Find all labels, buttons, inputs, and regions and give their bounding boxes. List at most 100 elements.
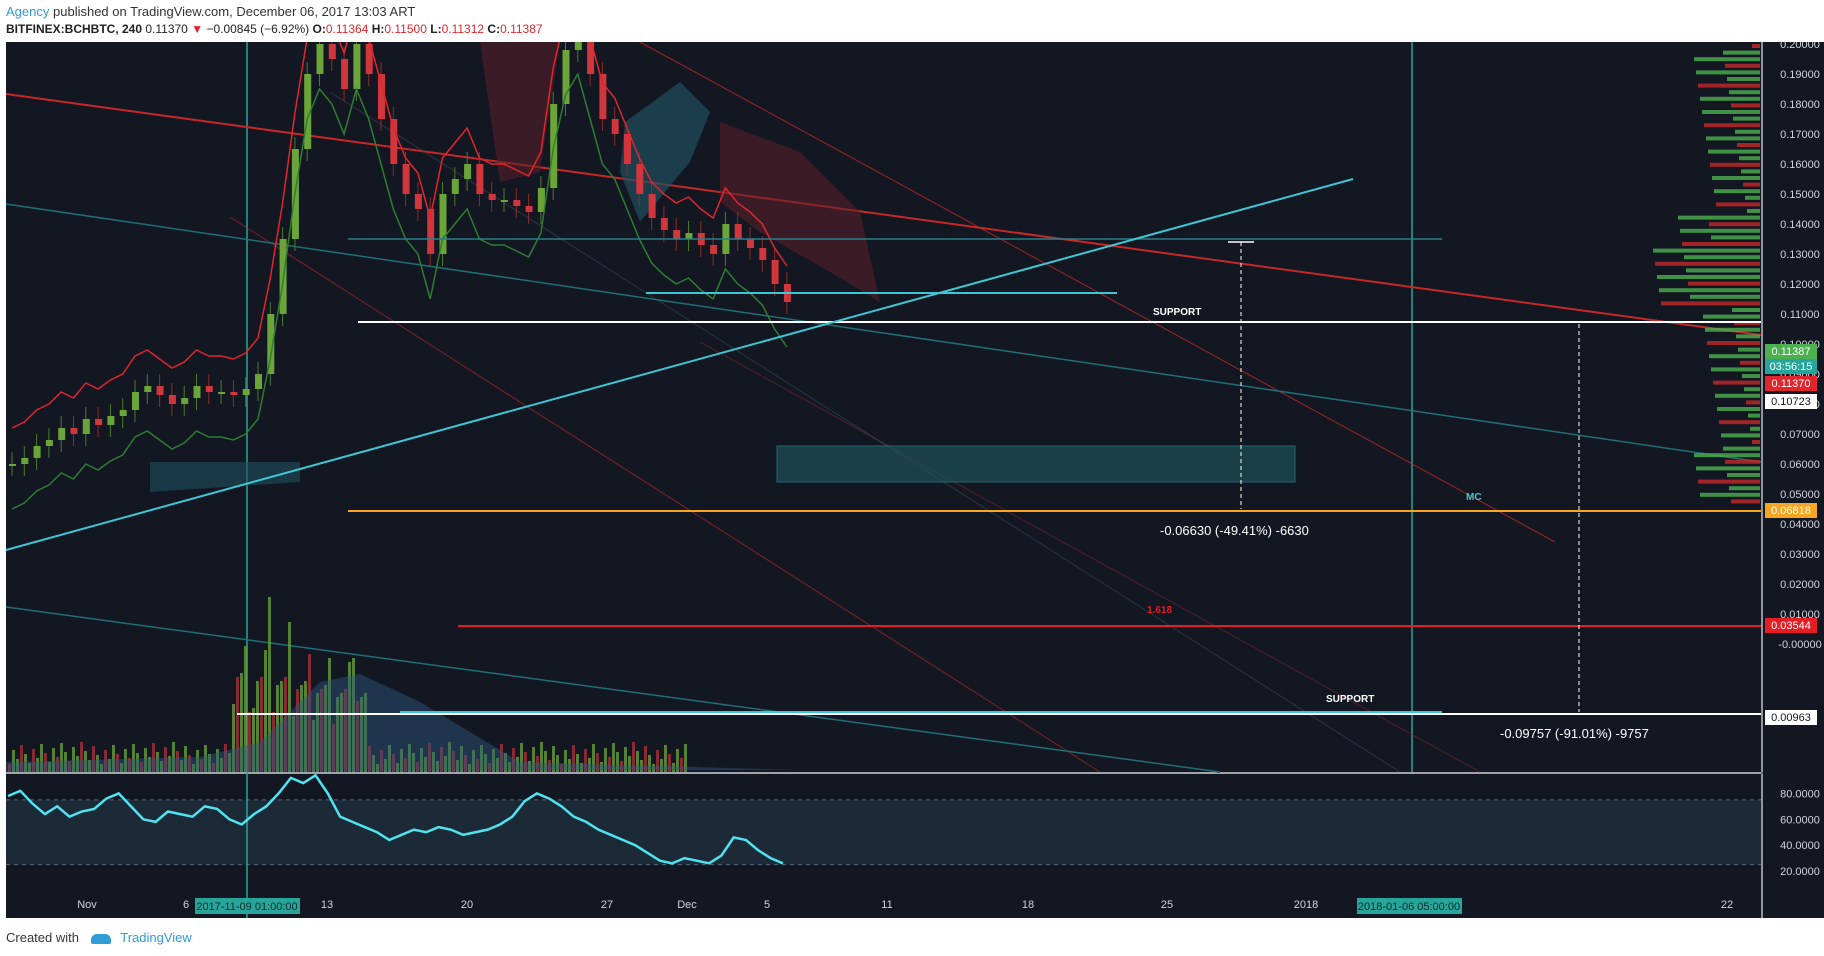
volume-bar bbox=[640, 760, 643, 772]
volume-bar bbox=[648, 755, 651, 772]
volume-bar bbox=[576, 754, 579, 772]
chart-canvas[interactable]: SUPPORT SUPPORT MC 1.618 -0.06630 (-49.41%) … bbox=[0, 42, 1824, 920]
volume-profile-bar bbox=[1729, 486, 1760, 491]
y-tick-label: 0.11000 bbox=[1781, 309, 1820, 321]
tradingview-link[interactable]: TradingView bbox=[120, 930, 192, 945]
volume-bar bbox=[128, 758, 131, 772]
volume-profile-bar bbox=[1725, 63, 1760, 68]
x-tick-label: 25 bbox=[1161, 899, 1173, 911]
volume-profile-bar bbox=[1745, 195, 1760, 200]
created-with-text: Created with bbox=[6, 930, 79, 945]
volume-bar bbox=[8, 764, 11, 772]
volume-profile-bar bbox=[1731, 499, 1760, 504]
volume-profile-bar bbox=[1690, 294, 1760, 299]
price-label-text: 0.03544 bbox=[1771, 620, 1811, 632]
x-tick-label: 18 bbox=[1022, 899, 1034, 911]
volume-bar bbox=[284, 677, 287, 772]
volume-bar bbox=[536, 756, 539, 772]
volume-bar bbox=[260, 677, 263, 772]
volume-bar bbox=[160, 761, 163, 772]
volume-bar bbox=[420, 748, 423, 772]
volume-profile-bar bbox=[1712, 176, 1760, 180]
volume-profile-bar bbox=[1705, 327, 1760, 332]
volume-bar bbox=[64, 752, 67, 772]
volume-bar bbox=[596, 753, 599, 772]
volume-bar bbox=[456, 760, 459, 772]
author-link[interactable]: Agency bbox=[6, 4, 50, 19]
volume-profile-bar bbox=[1659, 288, 1760, 293]
volume-bar bbox=[216, 749, 219, 772]
volume-bar bbox=[380, 750, 383, 772]
y-tick-label: 0.20000 bbox=[1780, 42, 1820, 51]
x-tick-label: 6 bbox=[183, 899, 189, 911]
y-tick-label: 0.18000 bbox=[1780, 99, 1820, 111]
volume-bar bbox=[332, 724, 335, 772]
volume-bar bbox=[528, 761, 531, 772]
low-label: L: bbox=[430, 22, 442, 36]
volume-bar bbox=[656, 750, 659, 772]
volume-bar bbox=[24, 754, 27, 772]
volume-profile-bar bbox=[1727, 473, 1760, 477]
candle-body bbox=[9, 464, 16, 466]
volume-profile-bar bbox=[1714, 189, 1760, 194]
volume-bar bbox=[240, 673, 243, 772]
volume-profile-bar bbox=[1698, 83, 1760, 88]
volume-bar bbox=[592, 744, 595, 772]
volume-bar bbox=[672, 763, 675, 772]
volume-profile-bar bbox=[1715, 393, 1760, 398]
volume-bar bbox=[568, 759, 571, 772]
candle-body bbox=[648, 194, 656, 218]
volume-bar bbox=[28, 763, 31, 772]
candle-body bbox=[168, 395, 176, 404]
volume-ma-area bbox=[6, 674, 800, 772]
volume-profile-bar bbox=[1657, 275, 1760, 279]
volume-profile-bar bbox=[1655, 261, 1760, 266]
volume-bar bbox=[244, 646, 247, 772]
volume-bar bbox=[92, 746, 95, 772]
volume-profile-bar bbox=[1716, 202, 1760, 207]
candle-body bbox=[501, 200, 508, 202]
rsi-tick-label: 20.0000 bbox=[1780, 866, 1820, 878]
volume-bar bbox=[268, 597, 271, 772]
candle-body bbox=[611, 119, 619, 134]
volume-bar bbox=[88, 760, 91, 772]
y-tick-label: 0.19000 bbox=[1780, 69, 1820, 81]
volume-profile-bar bbox=[1739, 156, 1760, 161]
volume-bar bbox=[680, 758, 683, 772]
channel-line bbox=[329, 91, 1401, 773]
volume-bar bbox=[580, 763, 583, 772]
trendline-teal bbox=[5, 203, 1762, 463]
high-label: H: bbox=[371, 22, 385, 36]
y-tick-label: 0.05000 bbox=[1780, 489, 1820, 501]
y-tick-label: 0.07000 bbox=[1780, 429, 1820, 441]
volume-bar bbox=[208, 754, 211, 772]
volume-profile-bar bbox=[1710, 162, 1760, 167]
volume-bar bbox=[248, 712, 251, 772]
volume-bar bbox=[408, 744, 411, 772]
candle-body bbox=[710, 245, 718, 254]
candle-body bbox=[537, 188, 545, 212]
volume-profile-bar bbox=[1709, 354, 1760, 359]
volume-bar bbox=[664, 745, 667, 772]
volume-bar bbox=[164, 747, 167, 772]
volume-bar bbox=[452, 751, 455, 772]
fib-label: 1.618 bbox=[1147, 605, 1172, 616]
candle-body bbox=[82, 419, 90, 434]
volume-bar bbox=[60, 743, 63, 772]
volume-bar bbox=[96, 755, 99, 772]
volume-profile-bar bbox=[1684, 255, 1760, 260]
y-tick-label: 0.14000 bbox=[1780, 219, 1820, 231]
volume-bar bbox=[184, 746, 187, 772]
volume-bar bbox=[508, 762, 511, 772]
volume-bar bbox=[264, 650, 267, 772]
volume-bar bbox=[488, 763, 491, 772]
mc-label: MC bbox=[1466, 492, 1482, 503]
candle-body bbox=[21, 458, 29, 464]
high-value: 0.11500 bbox=[384, 22, 427, 36]
volume-profile-bar bbox=[1653, 248, 1760, 253]
volume-bar bbox=[384, 759, 387, 772]
volume-profile-bar bbox=[1732, 308, 1760, 312]
volume-bar bbox=[460, 746, 463, 772]
y-tick-label: 0.12000 bbox=[1780, 279, 1820, 291]
volume-bar bbox=[556, 755, 559, 772]
